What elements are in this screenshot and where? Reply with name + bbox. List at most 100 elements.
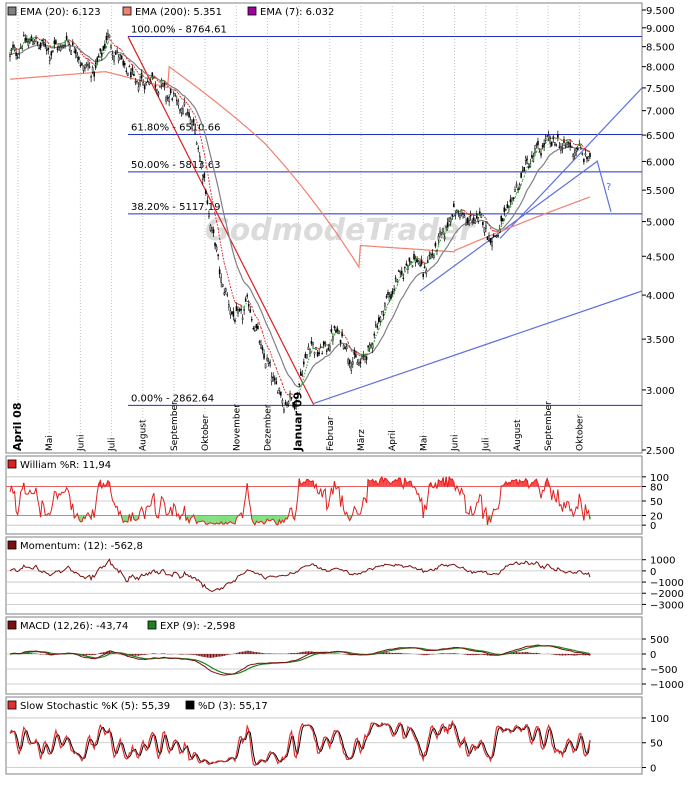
candle-body — [588, 157, 589, 161]
candle-body — [158, 92, 159, 94]
candle-body — [570, 143, 571, 147]
candle-body — [110, 46, 111, 48]
candle-body — [305, 354, 306, 358]
x-tick-label: November — [232, 404, 242, 451]
ema7-segment — [236, 303, 238, 304]
candle-body — [352, 362, 353, 364]
candle-body — [118, 57, 119, 61]
x-tick-label: April 08 — [11, 403, 24, 452]
candle-body — [265, 364, 266, 368]
candle-body — [202, 176, 203, 180]
candle-body — [547, 136, 548, 137]
candle-body — [417, 259, 418, 262]
candle-body — [175, 95, 176, 96]
candle-body — [146, 83, 147, 85]
candle-body — [123, 61, 124, 65]
candle-body — [46, 50, 47, 51]
candle-body — [303, 362, 304, 364]
candle-body — [155, 85, 156, 87]
candle-body — [368, 346, 369, 347]
candle-body — [276, 382, 277, 385]
y-tick-label: 3.500 — [646, 335, 675, 346]
williams-y-tick-label: 100 — [650, 473, 669, 484]
candle-body — [476, 214, 477, 218]
ema7-segment — [27, 40, 29, 41]
candle-body — [426, 270, 427, 274]
candle-body — [536, 145, 537, 146]
candle-body — [482, 222, 483, 225]
ema7-segment — [468, 214, 470, 215]
candle-body — [208, 214, 209, 217]
candle-body — [245, 299, 246, 301]
y-tick-label: 9.000 — [646, 24, 675, 35]
candle-body — [260, 344, 261, 348]
candle-body — [239, 309, 240, 311]
candle-body — [250, 310, 251, 313]
candle-body — [107, 33, 108, 36]
candle-body — [198, 148, 199, 149]
candle-body — [361, 357, 362, 359]
candle-body — [237, 310, 238, 314]
candle-body — [207, 201, 208, 204]
candle-body — [17, 57, 18, 58]
candle-body — [574, 152, 575, 156]
candle-body — [262, 348, 263, 350]
y-tick-label: 5.500 — [646, 186, 675, 197]
candle-body — [271, 377, 272, 382]
candle-body — [433, 256, 434, 258]
candle-body — [169, 97, 170, 102]
candle-body — [253, 328, 254, 329]
x-tick-label: Oktober — [575, 414, 585, 451]
candle-body — [163, 83, 164, 86]
candle-body — [75, 50, 76, 54]
candle-body — [58, 46, 59, 47]
candle-body — [150, 81, 151, 83]
legend-label: EXP (9): -2,598 — [160, 621, 235, 632]
candle-body — [447, 222, 448, 227]
candle-body — [92, 68, 93, 73]
candle-body — [565, 146, 566, 147]
candle-body — [312, 342, 313, 344]
candle-body — [573, 154, 574, 156]
candle-body — [365, 357, 366, 360]
legend-swatch — [186, 701, 194, 709]
candle-body — [392, 291, 393, 294]
candle-body — [508, 206, 509, 207]
legend-label: MACD (12,26): -43,74 — [20, 621, 128, 632]
candle-body — [66, 36, 67, 39]
candle-body — [577, 149, 578, 150]
candle-body — [9, 55, 10, 57]
candle-body — [496, 236, 497, 237]
candle-body — [242, 318, 243, 320]
candle-body — [484, 228, 485, 233]
candle-body — [495, 236, 496, 237]
candle-body — [531, 155, 532, 157]
candle-body — [216, 247, 217, 251]
candle-body — [176, 100, 177, 101]
candle-body — [91, 76, 92, 77]
candle-body — [106, 36, 107, 40]
x-tick-label: Mai — [45, 435, 55, 451]
ema7-segment — [238, 304, 240, 305]
candle-body — [331, 329, 332, 332]
candle-body — [525, 158, 526, 161]
legend-swatch — [8, 701, 16, 709]
candle-body — [488, 235, 489, 240]
y-tick-label: 6.000 — [646, 157, 675, 168]
candle-body — [234, 320, 235, 322]
candle-body — [300, 372, 301, 375]
candle-body — [147, 81, 148, 82]
candle-body — [314, 352, 315, 354]
candle-body — [462, 213, 463, 214]
candle-body — [378, 318, 379, 322]
candle-body — [449, 218, 450, 222]
williams-y-tick-label: 50 — [650, 497, 663, 508]
candle-body — [418, 261, 419, 264]
candle-body — [167, 97, 168, 98]
candle-body — [199, 156, 200, 161]
momentum-y-tick-label: −2000 — [650, 589, 684, 600]
candle-body — [143, 83, 144, 86]
candle-body — [516, 184, 517, 186]
candle-body — [504, 208, 505, 212]
candle-body — [424, 267, 425, 268]
